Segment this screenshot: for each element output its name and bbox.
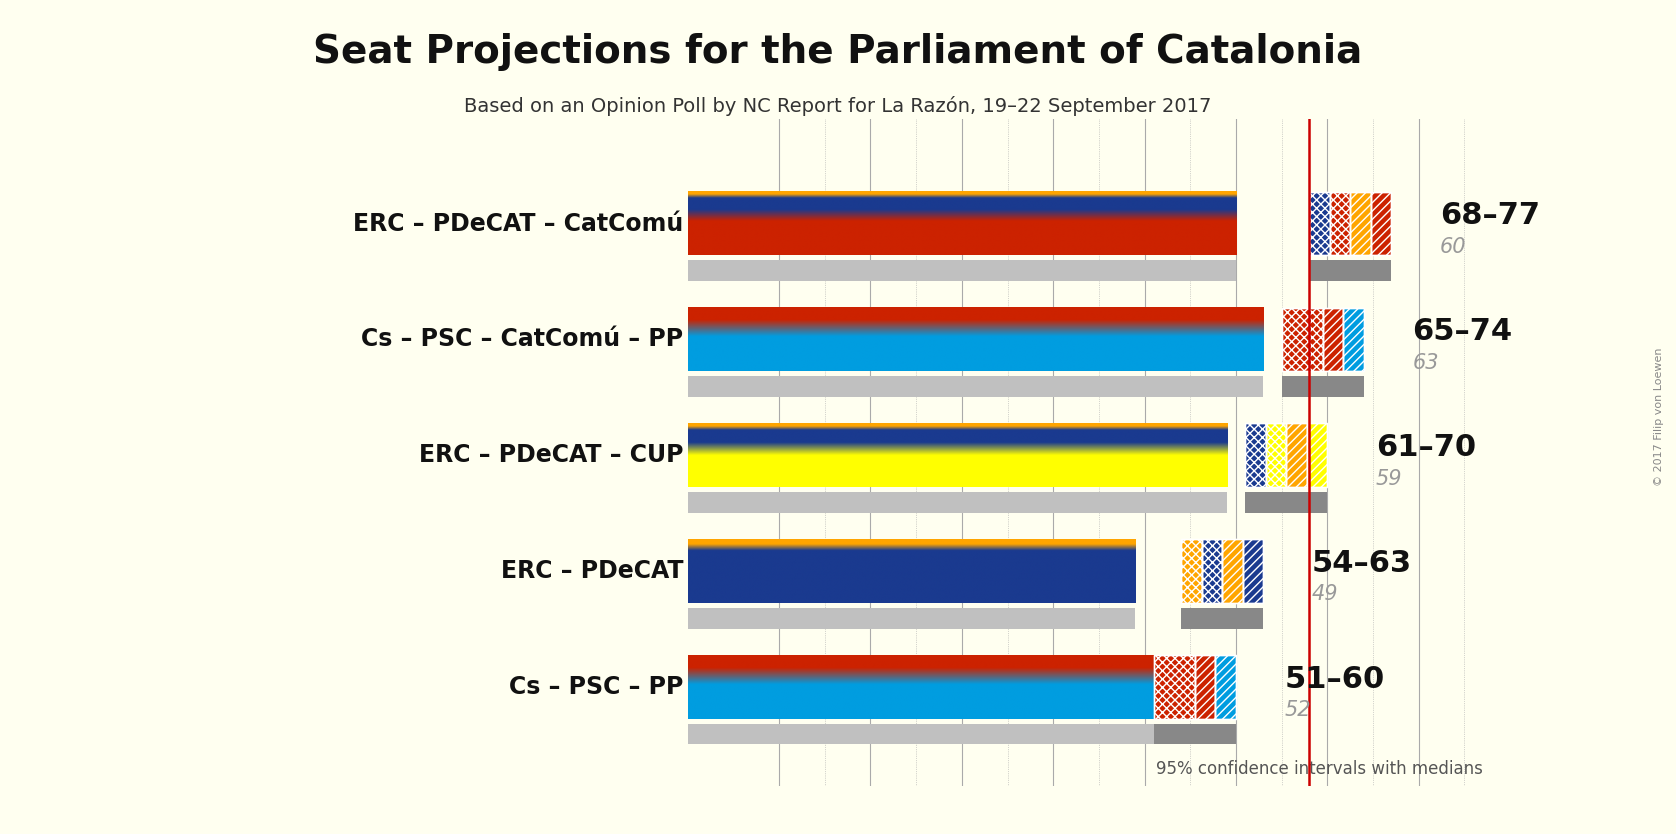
Bar [1153, 656, 1195, 719]
Text: 61–70: 61–70 [1376, 433, 1477, 462]
Bar [1245, 424, 1265, 487]
Bar [1153, 724, 1235, 745]
Text: ERC – PDeCAT – CatComú: ERC – PDeCAT – CatComú [354, 212, 684, 235]
Text: 59: 59 [1376, 469, 1403, 489]
Text: Cs – PSC – CatComú – PP: Cs – PSC – CatComú – PP [360, 328, 684, 351]
Bar [1222, 540, 1244, 603]
Text: 95% confidence intervals with medians: 95% confidence intervals with medians [1156, 760, 1483, 777]
Bar [1307, 424, 1327, 487]
Text: 60: 60 [1440, 237, 1466, 257]
Bar [1195, 656, 1215, 719]
Bar [1215, 656, 1235, 719]
Bar [687, 724, 1163, 745]
Bar [687, 260, 1235, 281]
Bar [687, 376, 1264, 397]
Bar [1351, 192, 1371, 255]
Bar [1195, 656, 1215, 719]
Text: © 2017 Filip von Loewen: © 2017 Filip von Loewen [1654, 348, 1664, 486]
Text: Based on an Opinion Poll by NC Report for La Razón, 19–22 September 2017: Based on an Opinion Poll by NC Report fo… [464, 96, 1212, 116]
Text: 63: 63 [1413, 353, 1440, 373]
Bar [1307, 424, 1327, 487]
Bar [1309, 260, 1391, 281]
Bar [1322, 308, 1344, 371]
Text: 49: 49 [1312, 585, 1339, 605]
Bar [687, 608, 1135, 629]
Bar [1245, 492, 1327, 513]
Bar [1265, 424, 1285, 487]
Bar [1244, 540, 1264, 603]
Text: ERC – PDeCAT: ERC – PDeCAT [501, 560, 684, 583]
Bar [1285, 424, 1307, 487]
Bar [1182, 540, 1202, 603]
Bar [1245, 424, 1265, 487]
Bar [1309, 192, 1329, 255]
Bar [1371, 192, 1391, 255]
Bar [1282, 308, 1322, 371]
Bar [1182, 608, 1264, 629]
Text: Seat Projections for the Parliament of Catalonia: Seat Projections for the Parliament of C… [313, 33, 1363, 72]
Text: 68–77: 68–77 [1440, 201, 1540, 230]
Text: 65–74: 65–74 [1413, 317, 1512, 346]
Bar [1202, 540, 1222, 603]
Bar [1322, 308, 1344, 371]
Bar [1222, 540, 1244, 603]
Bar [1329, 192, 1351, 255]
Text: 52: 52 [1284, 701, 1311, 721]
Bar [1215, 656, 1235, 719]
Text: 51–60: 51–60 [1284, 665, 1384, 694]
Bar [1153, 656, 1195, 719]
Text: 54–63: 54–63 [1312, 549, 1411, 578]
Bar [1371, 192, 1391, 255]
Bar [1244, 540, 1264, 603]
Bar [1351, 192, 1371, 255]
Bar [1282, 308, 1322, 371]
Text: Cs – PSC – PP: Cs – PSC – PP [510, 676, 684, 699]
Bar [1182, 540, 1202, 603]
Bar [1282, 376, 1364, 397]
Bar [1265, 424, 1285, 487]
Bar [1344, 308, 1364, 371]
Text: ERC – PDeCAT – CUP: ERC – PDeCAT – CUP [419, 444, 684, 467]
Bar [1309, 192, 1329, 255]
Bar [1202, 540, 1222, 603]
Bar [687, 492, 1227, 513]
Bar [1344, 308, 1364, 371]
Bar [1285, 424, 1307, 487]
Bar [1329, 192, 1351, 255]
